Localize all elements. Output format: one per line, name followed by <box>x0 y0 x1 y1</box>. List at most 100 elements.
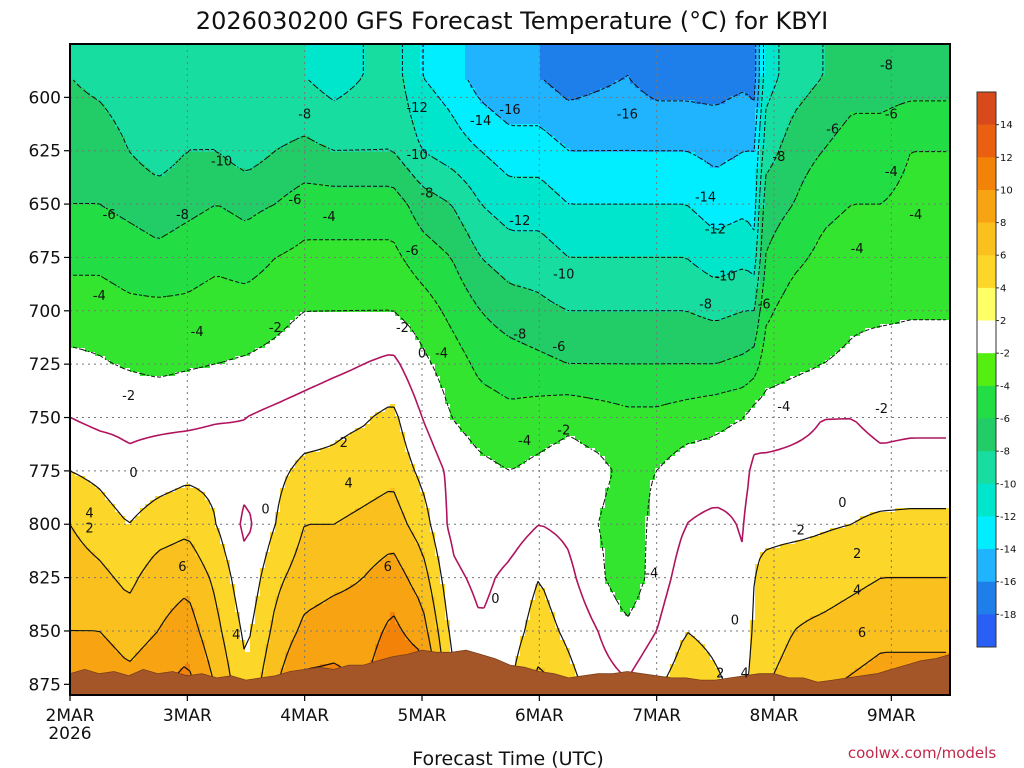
field-cell <box>80 72 86 77</box>
field-cell <box>100 244 106 249</box>
field-cell <box>75 404 81 409</box>
field-cell <box>110 488 116 493</box>
field-cell <box>90 312 96 317</box>
field-cell <box>75 184 81 189</box>
field-cell <box>105 60 111 65</box>
field-cell <box>95 376 101 381</box>
field-cell <box>90 256 96 261</box>
field-cell <box>80 660 86 665</box>
field-cell <box>95 144 101 149</box>
field-cell <box>105 92 111 97</box>
field-cell <box>90 592 96 597</box>
field-cell <box>95 252 101 257</box>
field-cell <box>80 48 86 53</box>
field-cell <box>110 316 116 321</box>
field-cell <box>95 472 101 477</box>
field-cell <box>90 500 96 505</box>
field-cell <box>90 576 96 581</box>
field-cell <box>80 92 86 97</box>
field-cell <box>105 612 111 617</box>
field-cell <box>80 392 86 397</box>
field-cell <box>100 188 106 193</box>
field-cell <box>100 96 106 101</box>
field-cell <box>95 120 101 125</box>
field-cell <box>95 116 101 121</box>
field-cell <box>95 72 101 77</box>
field-cell <box>105 88 111 93</box>
field-cell <box>75 436 81 441</box>
field-cell <box>115 276 121 281</box>
field-cell <box>90 636 96 641</box>
field-cell <box>90 340 96 345</box>
field-cell <box>75 300 81 305</box>
field-cell <box>105 248 111 253</box>
field-cell <box>85 380 91 385</box>
field-cell <box>110 368 116 373</box>
field-cell <box>95 564 101 569</box>
field-cell <box>105 180 111 185</box>
field-cell <box>80 368 86 373</box>
field-cell <box>75 216 81 221</box>
field-cell <box>100 472 106 477</box>
field-cell <box>100 448 106 453</box>
field-cell <box>75 120 81 125</box>
field-cell <box>80 128 86 133</box>
field-cell <box>75 260 81 265</box>
field-cell <box>100 620 106 625</box>
field-cell <box>80 656 86 661</box>
field-cell <box>110 224 116 229</box>
field-cell <box>80 76 86 81</box>
field-cell <box>90 588 96 593</box>
field-cell <box>110 236 116 241</box>
field-cell <box>105 604 111 609</box>
field-cell <box>95 576 101 581</box>
field-cell <box>100 640 106 645</box>
field-cell <box>80 292 86 297</box>
field-cell <box>85 656 91 661</box>
field-cell <box>95 504 101 509</box>
field-cell <box>105 144 111 149</box>
field-cell <box>85 232 91 237</box>
field-cell <box>90 452 96 457</box>
field-cell <box>90 396 96 401</box>
field-cell <box>85 112 91 117</box>
field-cell <box>85 560 91 565</box>
field-cell <box>105 120 111 125</box>
field-cell <box>110 68 116 73</box>
field-cell <box>85 436 91 441</box>
field-cell <box>90 184 96 189</box>
field-cell <box>85 172 91 177</box>
field-cell <box>105 476 111 481</box>
field-cell <box>80 380 86 385</box>
field-cell <box>85 68 91 73</box>
field-cell <box>80 60 86 65</box>
field-cell <box>110 124 116 129</box>
field-cell <box>90 228 96 233</box>
field-cell <box>100 264 106 269</box>
field-cell <box>110 380 116 385</box>
field-cell <box>80 52 86 57</box>
field-cell <box>80 116 86 121</box>
field-cell <box>80 164 86 169</box>
field-cell <box>95 528 101 533</box>
field-cell <box>95 644 101 649</box>
field-cell <box>105 548 111 553</box>
field-cell <box>115 168 121 173</box>
field-cell <box>75 128 81 133</box>
field-cell <box>95 608 101 613</box>
field-cell <box>100 436 106 441</box>
field-cell <box>110 304 116 309</box>
field-cell <box>85 140 91 145</box>
field-cell <box>100 224 106 229</box>
field-cell <box>85 224 91 229</box>
field-cell <box>105 396 111 401</box>
field-cell <box>95 356 101 361</box>
field-cell <box>90 540 96 545</box>
field-cell <box>85 592 91 597</box>
field-cell <box>80 652 86 657</box>
field-cell <box>85 64 91 69</box>
field-cell <box>90 384 96 389</box>
field-cell <box>95 580 101 585</box>
field-cell <box>110 396 116 401</box>
field-cell <box>75 132 81 137</box>
